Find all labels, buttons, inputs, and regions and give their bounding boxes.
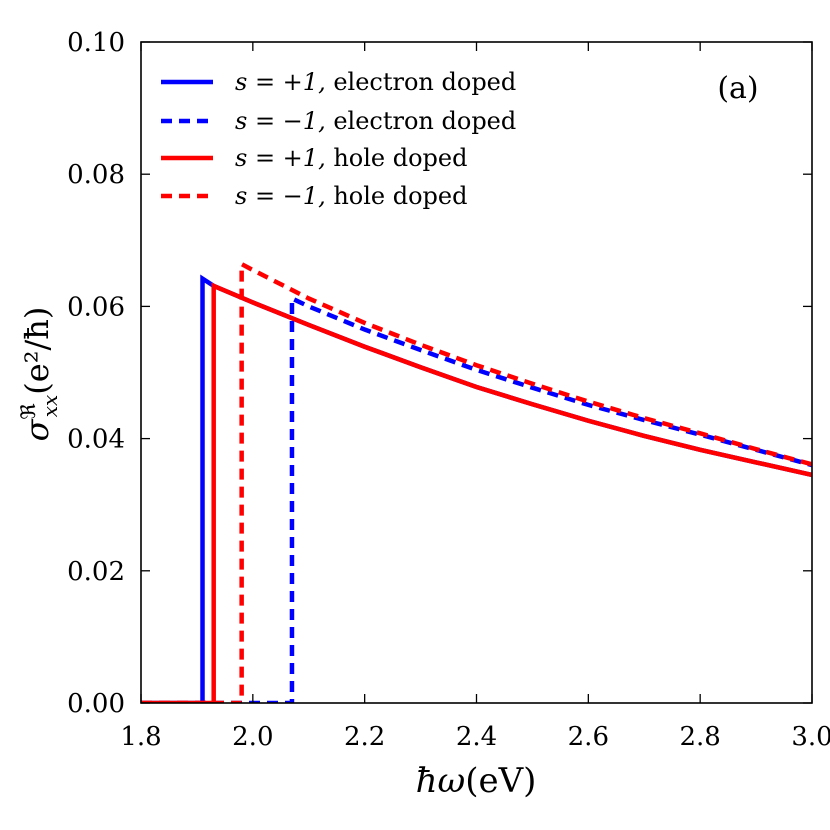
legend-label-3: s = +1, hole doped: [235, 144, 467, 172]
y-axis-label: σℜxx(e²/ħ): [16, 307, 62, 442]
legend-label-1: s = +1, electron doped: [235, 68, 516, 96]
x-tick-label: 2.0: [232, 722, 273, 752]
x-label-hbar: ħ: [416, 761, 438, 801]
series-line-4: [141, 260, 812, 703]
y-tick-label: 0.10: [67, 28, 125, 58]
x-label-unit: (eV): [465, 761, 536, 801]
x-tick-label: 2.2: [344, 722, 385, 752]
y-tick-label: 0.06: [67, 292, 125, 322]
y-label-rest: (e²/ħ): [18, 307, 56, 395]
panel-label: (a): [717, 71, 758, 106]
x-tick-label: 2.8: [679, 722, 720, 752]
series-line-2: [141, 294, 812, 703]
legend: s = +1, electron doped s = −1, electron d…: [161, 68, 516, 210]
x-tick-label: 3.0: [791, 722, 830, 752]
ticks-layer: 1.8 2.0 2.2 2.4 2.6 2.8 3.0 0.00 0.02 0.04 0.06 0.0…: [67, 28, 830, 752]
x-axis-label: ħω(eV): [416, 761, 537, 801]
series-line-3: [141, 282, 812, 703]
x-tick-label: 2.4: [456, 722, 497, 752]
y-label-sup: ℜ: [16, 403, 40, 420]
y-tick-label: 0.04: [67, 425, 125, 455]
y-tick-label: 0.08: [67, 160, 125, 190]
legend-label-4: s = −1, hole doped: [235, 182, 467, 210]
y-tick-label: 0.00: [67, 689, 125, 719]
y-tick-label: 0.02: [67, 557, 125, 587]
series-layer: [141, 260, 812, 703]
legend-label-2: s = −1, electron doped: [235, 107, 516, 135]
x-tick-label: 1.8: [120, 722, 161, 752]
x-label-omega: ω: [437, 761, 465, 801]
y-label-sub: xx: [38, 395, 62, 418]
y-label-sigma: σ: [18, 418, 56, 441]
x-tick-label: 2.6: [568, 722, 609, 752]
